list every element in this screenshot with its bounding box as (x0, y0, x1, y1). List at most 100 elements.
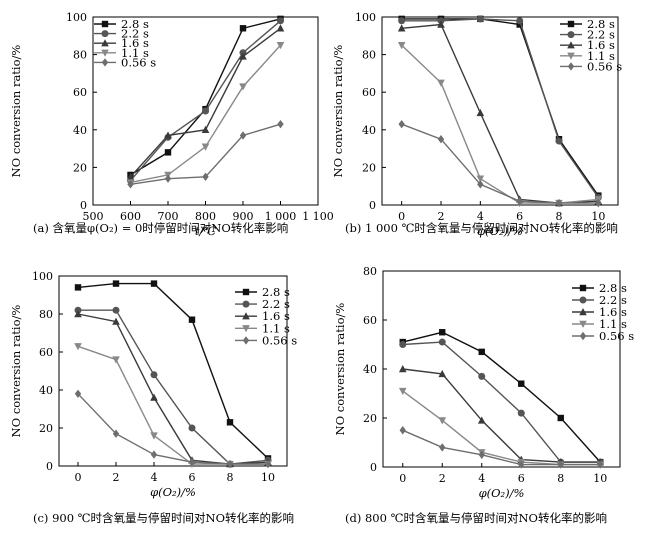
y-tick-label: 0 (370, 461, 377, 474)
legend-label: 2.2 s (599, 293, 627, 307)
series-line (77, 313, 269, 465)
x-tick-label: 1 000 (265, 210, 297, 223)
x-tick-label: 500 (83, 210, 104, 223)
data-point (239, 83, 247, 91)
data-point (150, 393, 158, 401)
data-point (397, 42, 406, 50)
data-point (439, 443, 446, 452)
data-point (518, 460, 525, 469)
plot-frame (58, 275, 288, 467)
figure-caption: (a) 含氧量φ(O₂) = 0时停留时间对NO转化率影响 (33, 221, 288, 235)
legend-marker (567, 20, 575, 28)
y-axis-label: NO conversion ratio/% (9, 45, 23, 178)
x-tick-label: 8 (227, 471, 234, 484)
y-tick-label: 0 (46, 460, 53, 473)
x-tick-label: 8 (556, 210, 563, 223)
data-point (112, 306, 120, 314)
data-point (226, 459, 234, 469)
figure-caption: (d) 800 ℃时含氧量与停留时间对NO转化率的影响 (345, 511, 607, 525)
data-point (439, 329, 446, 336)
x-tick-label: 6 (516, 210, 523, 223)
legend-marker (101, 20, 109, 28)
y-tick-label: 20 (363, 412, 377, 425)
data-point (476, 15, 484, 23)
x-tick-label: 10 (261, 471, 275, 484)
data-point (555, 137, 563, 145)
legend-marker (101, 39, 109, 47)
figure-caption: (b) 1 000 ℃时含氧量与停留时间对NO转化率的影响 (345, 221, 618, 235)
data-point (517, 409, 525, 417)
x-tick-label: 700 (158, 210, 179, 223)
x-axis-label: t/℃ (195, 224, 216, 238)
x-axis-label: φ(O₂)/% (477, 224, 523, 238)
legend-marker (101, 58, 109, 67)
x-tick-label: 4 (151, 471, 158, 484)
legend-marker (579, 331, 587, 341)
x-tick-label: 800 (195, 210, 216, 223)
series-line (77, 393, 268, 465)
y-tick-label: 80 (39, 308, 53, 321)
y-tick-label: 60 (362, 86, 376, 99)
x-tick-label: 8 (557, 472, 564, 485)
legend-marker (579, 308, 587, 316)
data-point (277, 119, 284, 129)
data-point (478, 372, 486, 380)
legend-label: 1.6 s (262, 309, 290, 323)
series-line (401, 123, 599, 204)
data-point (557, 414, 564, 422)
data-point (437, 20, 445, 28)
x-tick-label: 10 (591, 210, 605, 223)
y-tick-label: 40 (73, 124, 87, 137)
data-point (74, 310, 82, 318)
x-tick-label: 600 (120, 210, 141, 223)
y-tick-label: 20 (39, 422, 53, 435)
series-line (78, 309, 269, 465)
legend-marker (101, 49, 109, 57)
data-point (188, 458, 196, 467)
y-tick-label: 60 (73, 86, 87, 99)
legend-marker (579, 284, 587, 292)
x-tick-label: 6 (518, 472, 525, 485)
legend-label: 1.1 s (262, 321, 290, 335)
data-point (397, 24, 406, 32)
data-point (597, 460, 604, 469)
legend-label: 1.1 s (599, 317, 627, 331)
y-tick-label: 80 (73, 49, 87, 62)
y-tick-label: 40 (363, 363, 377, 376)
data-point (239, 52, 247, 60)
data-point (226, 419, 234, 426)
figure-caption: (c) 900 ℃时含氧量与停留时间对NO转化率的影响 (33, 511, 294, 525)
data-point (438, 338, 446, 346)
legend-label: 2.8 s (121, 17, 149, 31)
data-point (398, 17, 406, 25)
y-tick-label: 60 (39, 346, 53, 359)
chart-panel-4: 0 2 4 6 8 10 0 20 40 60 80 φ(O₂)/% NO conversion rat… (333, 265, 634, 525)
y-tick-label: 20 (73, 161, 87, 174)
y-tick-label: 100 (32, 270, 53, 283)
data-point (74, 389, 82, 398)
data-point (164, 131, 172, 139)
legend-marker (242, 300, 250, 308)
series-line (77, 282, 269, 459)
data-point (112, 429, 120, 438)
legend-label: 2.8 s (599, 281, 627, 295)
legend-label: 2.8 s (587, 17, 615, 31)
data-point (276, 42, 285, 50)
data-point (478, 450, 485, 459)
data-point (516, 21, 523, 28)
x-tick-label: 900 (233, 210, 254, 223)
legend-label: 0.56 s (121, 55, 156, 69)
legend-label: 0.56 s (599, 329, 634, 343)
data-point (112, 317, 120, 325)
legend-label: 2.2 s (587, 28, 615, 42)
data-point (150, 371, 158, 379)
data-point (164, 149, 172, 156)
x-tick-label: 4 (477, 210, 484, 223)
data-point (398, 119, 405, 129)
legend-marker (567, 62, 575, 71)
legend-marker (567, 31, 575, 39)
series-line (402, 390, 601, 466)
legend-marker (242, 288, 250, 296)
data-point (164, 174, 172, 183)
